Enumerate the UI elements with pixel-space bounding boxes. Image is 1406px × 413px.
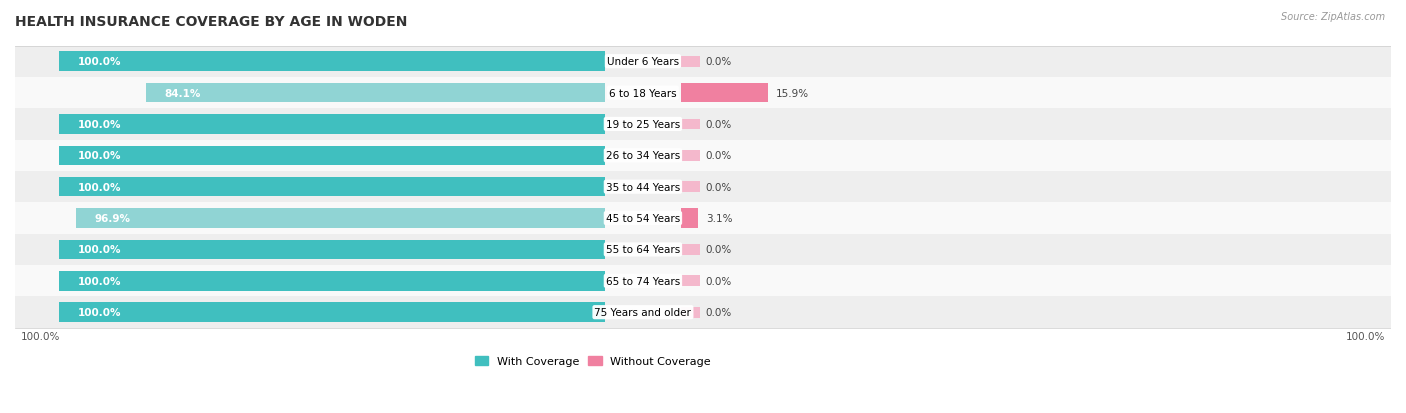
Text: 75 Years and older: 75 Years and older (595, 307, 692, 318)
Text: HEALTH INSURANCE COVERAGE BY AGE IN WODEN: HEALTH INSURANCE COVERAGE BY AGE IN WODE… (15, 15, 408, 29)
Text: 65 to 74 Years: 65 to 74 Years (606, 276, 681, 286)
Bar (15, 46, 1391, 78)
Bar (15, 266, 1391, 297)
Text: 0.0%: 0.0% (706, 307, 733, 318)
Bar (15, 297, 1391, 328)
Bar (15, 140, 1391, 171)
Bar (15, 78, 1391, 109)
Text: 19 to 25 Years: 19 to 25 Years (606, 120, 681, 130)
Bar (15, 203, 1391, 234)
Text: 26 to 34 Years: 26 to 34 Years (606, 151, 681, 161)
Text: 100.0%: 100.0% (77, 276, 121, 286)
Bar (59, 303, 605, 322)
Bar (59, 52, 605, 72)
Bar (681, 84, 768, 103)
Text: 100.0%: 100.0% (1346, 331, 1385, 341)
Text: 100.0%: 100.0% (77, 245, 121, 255)
Text: 100.0%: 100.0% (77, 151, 121, 161)
Bar (59, 271, 605, 291)
Text: Under 6 Years: Under 6 Years (607, 57, 679, 67)
Text: 0.0%: 0.0% (706, 245, 733, 255)
Text: 35 to 44 Years: 35 to 44 Years (606, 182, 681, 192)
Text: 45 to 54 Years: 45 to 54 Years (606, 214, 681, 223)
Bar (15, 234, 1391, 266)
Bar (76, 209, 605, 228)
Text: 0.0%: 0.0% (706, 182, 733, 192)
Text: 0.0%: 0.0% (706, 57, 733, 67)
Bar (15, 109, 1391, 140)
Bar (681, 276, 700, 287)
Bar (681, 151, 700, 161)
Bar (681, 182, 700, 192)
Text: 3.1%: 3.1% (706, 214, 733, 223)
Text: 96.9%: 96.9% (94, 214, 131, 223)
Bar (681, 244, 700, 255)
Bar (145, 84, 605, 103)
Bar (681, 209, 699, 228)
Bar (15, 171, 1391, 203)
Text: 100.0%: 100.0% (21, 331, 60, 341)
Text: 15.9%: 15.9% (776, 88, 810, 98)
Text: 84.1%: 84.1% (165, 88, 201, 98)
Bar (59, 115, 605, 134)
Text: 55 to 64 Years: 55 to 64 Years (606, 245, 681, 255)
Bar (681, 119, 700, 130)
Text: 100.0%: 100.0% (77, 307, 121, 318)
Bar (59, 240, 605, 259)
Bar (59, 178, 605, 197)
Text: 0.0%: 0.0% (706, 120, 733, 130)
Text: 0.0%: 0.0% (706, 276, 733, 286)
Bar (59, 146, 605, 166)
Text: 6 to 18 Years: 6 to 18 Years (609, 88, 676, 98)
Text: Source: ZipAtlas.com: Source: ZipAtlas.com (1281, 12, 1385, 22)
Text: 0.0%: 0.0% (706, 151, 733, 161)
Bar (681, 307, 700, 318)
Text: 100.0%: 100.0% (77, 57, 121, 67)
Bar (681, 57, 700, 67)
Text: 100.0%: 100.0% (77, 120, 121, 130)
Text: 100.0%: 100.0% (77, 182, 121, 192)
Legend: With Coverage, Without Coverage: With Coverage, Without Coverage (471, 352, 716, 371)
